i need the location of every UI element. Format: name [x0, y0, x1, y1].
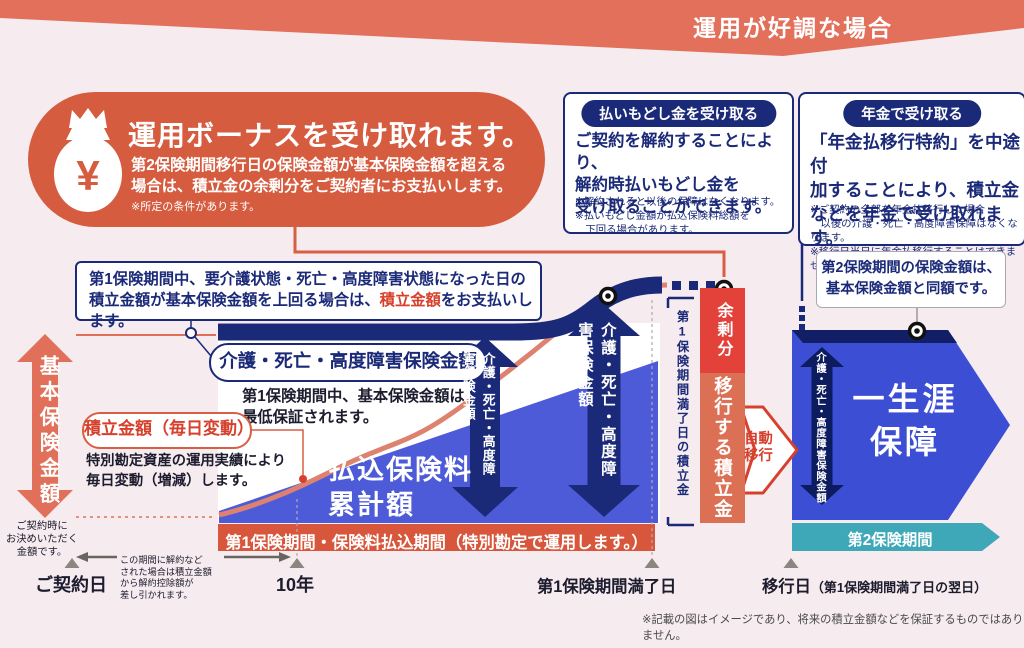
benefit-arrow-1-label: 介護・死亡・高度障害保険金額 [460, 352, 496, 477]
cumulative-premium-area [219, 361, 658, 523]
band-dash [689, 281, 698, 290]
transfer-fund-block: 移行する積立金 [700, 373, 745, 523]
benefit-arrow-2-label: 介護・死亡・高度障害保険金額 [575, 322, 616, 478]
basic-amount-note: ご契約時に お決めいただく 金額です。 [5, 521, 79, 558]
curve-peak-marker [598, 286, 618, 306]
period2-benefit-arrow [800, 347, 844, 505]
option-notes: ※解約されると以後の保障はなくなります。 ※払いもどし金額が払込保険料総額を 下… [575, 197, 781, 236]
option-body: 「年金払移行特約」を中途付 加することにより、積立金 などを年金で受け取れます。 [810, 132, 1020, 248]
surplus-block: 余剰分 [700, 288, 745, 373]
lifetime-coverage-shape [792, 330, 1010, 520]
cancel-span-arrowhead-right [279, 552, 291, 562]
connector-dot [799, 315, 805, 321]
surplus-label: 余剰分 [714, 302, 732, 359]
maturity-fund-label: 第1保険期間満了日の積立金 [675, 310, 689, 498]
payout-annotation-text: 第1保険期間中、要介護状態・死亡・高度障害状態になった日の 積立金額が基本保険金… [89, 269, 540, 332]
option-header-badge: 払いもどし金を受け取る [580, 100, 777, 127]
option-card-surrender: 払いもどし金を受け取る ご契約を解約することにより、 解約時払いもどし金を 受け… [563, 92, 794, 236]
payout-note-anchor [185, 327, 197, 339]
bonus-description: 第2保険期間移行日の保険金額が基本保険金額を超える 場合は、積立金の余剰分をご契… [131, 157, 512, 195]
connector-dot [799, 306, 805, 312]
option-header-badge: 年金で受け取る [843, 100, 981, 127]
benefit-amount-note: 第1保険期間中、基本保険金額は 最低保証されます。 [242, 388, 465, 426]
account-value-pill: 積立金額（毎日変動） [82, 412, 254, 449]
benefit-amount-pill: 介護・死亡・高度障害保険金額 [209, 343, 487, 382]
auto-transfer-arrow [739, 405, 799, 495]
period2-note-text: 第2保険期間の保険金額は、 基本保険金額と同額です。 [821, 260, 1001, 297]
period1-end-tick [644, 558, 660, 568]
period1-bar-shape [218, 524, 655, 551]
money-bag-icon: ¥ [54, 108, 122, 212]
period2-note-box: 第2保険期間の保険金額は、 基本保険金額と同額です。 [816, 251, 1006, 308]
auto-transfer-label: 自動 移行 [744, 431, 773, 464]
bonus-card: ¥ 運用ボーナスを受け取れます。 第2保険期間移行日の保険金額が基本保険金額を超… [28, 92, 545, 227]
timeline-transfer-date: 移行日（第1保険期間満了日の翌日） [762, 573, 987, 597]
account-curve-dot [299, 475, 307, 483]
band-dash [672, 281, 681, 290]
period2-benefit-arrow-label: 介護・死亡・高度障害保険金額 [814, 352, 825, 504]
yen-symbol: ¥ [76, 152, 100, 199]
timeline-ten-years: 10年 [276, 575, 315, 595]
ten-year-tick [289, 558, 305, 568]
transfer-date-sub: （第1保険期間満了日の翌日） [810, 580, 988, 595]
insurance-amount-band [218, 276, 663, 341]
cancel-span-arrowhead-left [76, 552, 88, 562]
band-dash [706, 281, 715, 290]
lifetime-coverage-label: 一生涯 保障 [852, 381, 958, 460]
benefit-arrow-2 [568, 304, 640, 517]
benefit-pill-connector [194, 336, 212, 357]
timeline-period1-end: 第1保険期間満了日 [537, 578, 677, 596]
bonus-note: ※所定の条件があります。 [131, 201, 261, 213]
period2-bar-label: 第2保険期間 [847, 532, 933, 549]
payout-line2-pre: 積立金額が基本保険金額を上回る場合は、 [89, 292, 380, 309]
basic-amount-label: 基本保険金額 [36, 355, 59, 508]
payout-line2-post: をお支払いします。 [89, 292, 533, 330]
footer-disclaimer: ※記載の図はイメージであり、将来の積立金額などを保証するものではありません。 [642, 614, 1024, 642]
transfer-date-tick [783, 558, 799, 568]
option-card-annuity: 年金で受け取る 「年金払移行特約」を中途付 加することにより、積立金 などを年金… [798, 92, 1024, 272]
payout-line1: 第1保険期間中、要介護状態・死亡・高度障害状態になった日の [89, 271, 526, 288]
payout-annotation-box: 第1保険期間中、要介護状態・死亡・高度障害状態になった日の 積立金額が基本保険金… [75, 261, 542, 330]
account-value-note: 特別勘定資産の運用実績により 毎日変動（増減）します。 [86, 453, 286, 489]
banner-title: 運用が好調な場合 [693, 15, 893, 41]
maturity-bracket [666, 296, 694, 527]
period2-bar-shape [792, 523, 1000, 551]
benefit-arrow-1 [452, 337, 518, 517]
cancel-period-note: この期間に解約など された場合は積立金額 から解約控除額が 差し引かれます。 [120, 555, 212, 600]
cumulative-premium-label: 払込保険料 累計額 [328, 455, 473, 520]
banner-shape [0, 0, 1024, 56]
transfer-date-main: 移行日 [762, 578, 811, 596]
account-pill-connector [247, 429, 304, 475]
lifetime-coverage-bevel [792, 330, 957, 343]
contract-date-tick [64, 558, 80, 568]
option-body: ご契約を解約することにより、 解約時払いもどし金を 受け取ることができます。 [575, 132, 773, 216]
period1-bar-label: 第1保険期間・保険料払込期間（特別勘定で運用します。） [225, 534, 648, 552]
bonus-connector-line [293, 227, 726, 277]
connector-dot [799, 324, 805, 330]
basic-amount-arrow [17, 334, 73, 518]
payout-line2-highlight: 積立金額 [379, 292, 441, 309]
timeline-contract-date: ご契約日 [35, 575, 107, 595]
transfer-fund-label: 移行する積立金 [712, 376, 734, 520]
bonus-title: 運用ボーナスを受け取れます。 [128, 120, 532, 151]
lifetime-marker [907, 321, 927, 341]
